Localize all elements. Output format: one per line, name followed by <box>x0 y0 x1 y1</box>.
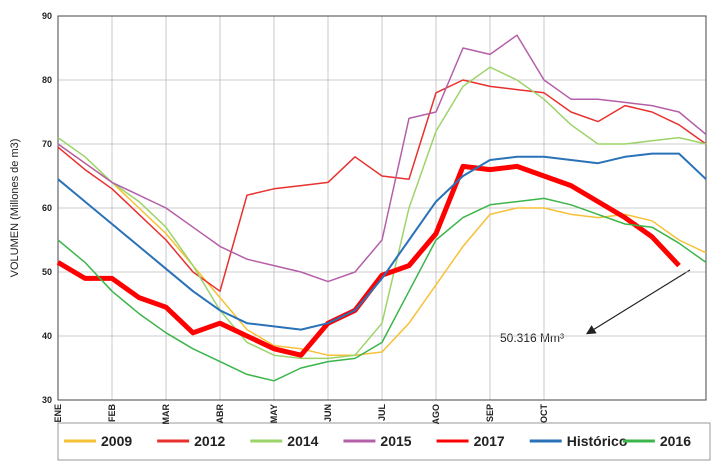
legend-box <box>57 422 711 461</box>
series-line <box>57 152 707 331</box>
series-line <box>57 34 707 283</box>
series-line <box>56 163 681 358</box>
y-tick-label: 80 <box>42 75 52 85</box>
y-tick-label: 50 <box>42 267 52 277</box>
annotation: 50.316 Mm³ <box>500 331 564 345</box>
y-tick-label: 70 <box>42 139 52 149</box>
x-tick-label: JUL <box>377 404 387 422</box>
legend-label: 2016 <box>660 433 691 449</box>
y-axis-label: VOLUMEN (Millones de m3) <box>9 139 21 278</box>
y-tick-label: 30 <box>42 395 52 405</box>
legend-label: 2017 <box>474 433 505 449</box>
x-tick-label: FEB <box>107 403 117 422</box>
x-tick-label: MAY <box>269 404 279 423</box>
y-tick-label: 90 <box>42 11 52 21</box>
series-line <box>57 197 707 382</box>
legend-label: 2015 <box>380 433 411 449</box>
legend-label: Histórico <box>567 433 628 449</box>
series-line <box>57 66 707 360</box>
legend-label: 2009 <box>101 433 132 449</box>
x-tick-label: SEP <box>485 404 495 422</box>
legend-label: 2014 <box>287 433 318 449</box>
series-line <box>57 143 707 356</box>
plot-frame <box>57 15 707 401</box>
legend-label: 2012 <box>194 433 225 449</box>
y-tick-label: 40 <box>42 331 52 341</box>
y-tick-label: 60 <box>42 203 52 213</box>
x-tick-label: AGO <box>431 404 441 425</box>
x-tick-label: ABR <box>215 404 225 424</box>
series-line <box>57 79 707 292</box>
x-tick-label: MAR <box>161 404 171 425</box>
x-tick-label: JUN <box>323 404 333 422</box>
x-tick-label: ENE <box>53 404 63 423</box>
annotation-arrow <box>585 269 691 335</box>
x-tick-label: OCT <box>539 404 549 424</box>
